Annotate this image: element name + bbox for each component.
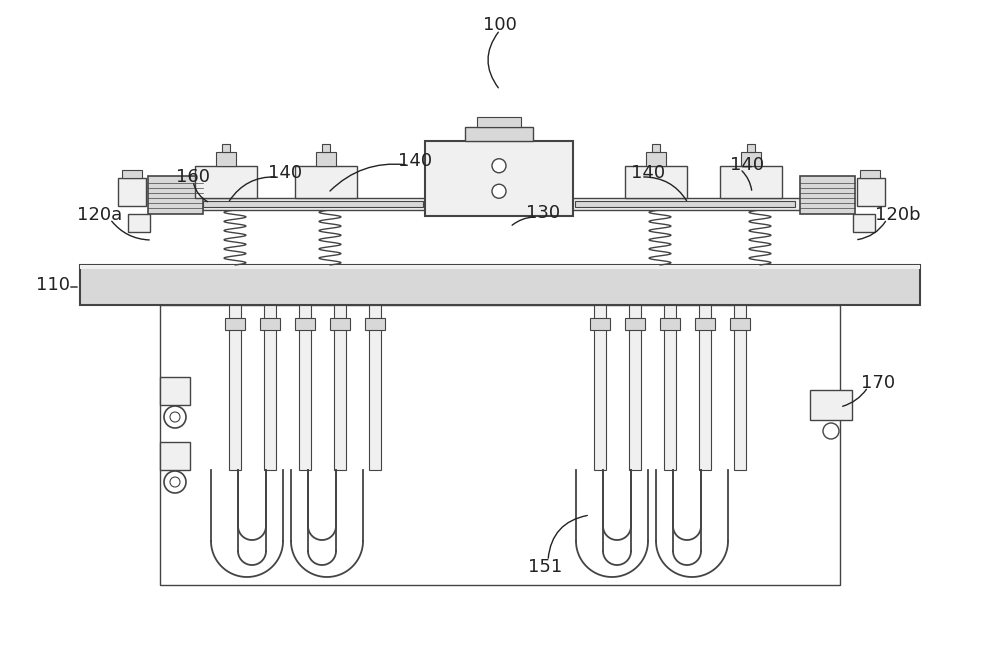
Bar bbox=[810, 390, 852, 420]
Bar bbox=[590, 318, 610, 330]
Text: 140: 140 bbox=[631, 164, 665, 182]
Bar bbox=[229, 305, 241, 470]
Bar bbox=[122, 170, 142, 178]
Bar bbox=[853, 214, 875, 232]
Bar bbox=[664, 305, 676, 470]
Bar bbox=[625, 166, 687, 198]
Bar bbox=[264, 305, 276, 470]
Bar bbox=[575, 201, 795, 207]
Bar bbox=[800, 176, 855, 214]
Text: 160: 160 bbox=[176, 168, 210, 186]
Text: 130: 130 bbox=[526, 204, 560, 222]
Bar bbox=[629, 305, 641, 470]
Bar bbox=[195, 166, 257, 198]
Bar bbox=[148, 176, 203, 214]
Bar bbox=[170, 198, 820, 210]
Bar bbox=[699, 305, 711, 470]
Bar bbox=[222, 144, 230, 152]
Text: 140: 140 bbox=[730, 156, 764, 174]
Bar bbox=[730, 318, 750, 330]
Bar bbox=[160, 377, 190, 405]
Text: 120a: 120a bbox=[77, 206, 123, 224]
Bar bbox=[295, 318, 315, 330]
Bar bbox=[860, 170, 880, 178]
Text: 151: 151 bbox=[528, 558, 562, 576]
Bar bbox=[365, 318, 385, 330]
Bar bbox=[695, 318, 715, 330]
Bar bbox=[203, 201, 423, 207]
Bar bbox=[741, 152, 761, 166]
Bar bbox=[80, 265, 920, 269]
Text: 100: 100 bbox=[483, 16, 517, 34]
Bar bbox=[334, 305, 346, 470]
Bar bbox=[734, 305, 746, 470]
Circle shape bbox=[170, 477, 180, 487]
Bar bbox=[465, 127, 533, 141]
Text: 170: 170 bbox=[861, 374, 895, 392]
Circle shape bbox=[164, 471, 186, 493]
Bar bbox=[720, 166, 782, 198]
Bar bbox=[857, 178, 885, 206]
Bar bbox=[160, 442, 190, 470]
Bar bbox=[80, 265, 920, 305]
Bar bbox=[425, 141, 573, 216]
Bar bbox=[652, 144, 660, 152]
Bar bbox=[216, 152, 236, 166]
Bar bbox=[128, 214, 150, 232]
Bar bbox=[118, 178, 146, 206]
Bar bbox=[660, 318, 680, 330]
Bar bbox=[330, 318, 350, 330]
Bar bbox=[646, 152, 666, 166]
Bar bbox=[594, 305, 606, 470]
Circle shape bbox=[823, 423, 839, 439]
Text: 140: 140 bbox=[268, 164, 302, 182]
Bar bbox=[369, 305, 381, 470]
Text: 120b: 120b bbox=[875, 206, 921, 224]
Bar bbox=[625, 318, 645, 330]
Text: 110: 110 bbox=[36, 276, 70, 294]
Bar bbox=[316, 152, 336, 166]
Bar bbox=[160, 305, 840, 585]
Bar bbox=[295, 166, 357, 198]
Circle shape bbox=[492, 159, 506, 173]
Bar bbox=[260, 318, 280, 330]
Bar bbox=[747, 144, 755, 152]
Bar bbox=[477, 117, 521, 127]
Circle shape bbox=[492, 184, 506, 198]
Text: 140: 140 bbox=[398, 152, 432, 170]
Bar bbox=[299, 305, 311, 470]
Circle shape bbox=[164, 406, 186, 428]
Circle shape bbox=[170, 412, 180, 422]
Bar bbox=[322, 144, 330, 152]
Bar bbox=[225, 318, 245, 330]
